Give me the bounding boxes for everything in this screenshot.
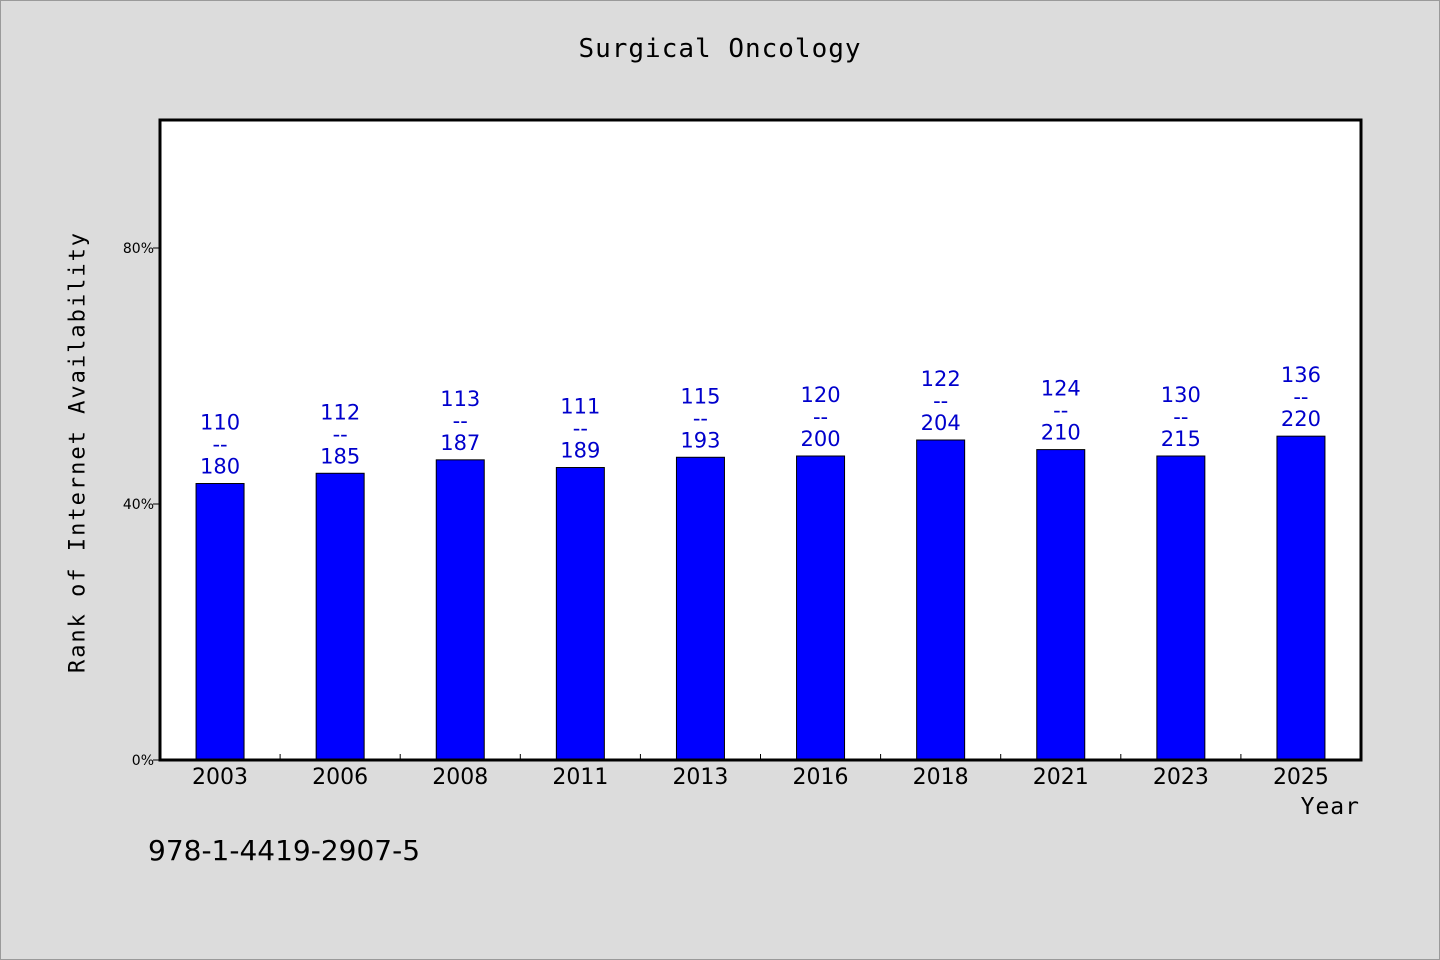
bar-label-rank: 115 <box>680 384 720 408</box>
isbn-code: 978-1-4419-2907-5 <box>148 834 421 867</box>
bar-label-total: 180 <box>200 455 240 479</box>
bar-label-total: 189 <box>560 439 600 463</box>
x-tick-label: 2006 <box>312 765 368 790</box>
x-tick-label: 2008 <box>432 765 488 790</box>
bar-label-total: 215 <box>1161 427 1201 451</box>
bar-label-separator: -- <box>1293 385 1308 409</box>
bar <box>315 472 365 761</box>
bar <box>1036 449 1086 761</box>
bar-label-rank: 112 <box>320 400 360 424</box>
bar-label-separator: -- <box>212 433 227 457</box>
x-tick-label: 2018 <box>913 765 969 790</box>
bar-label-separator: -- <box>1053 399 1068 423</box>
x-tick-label: 2011 <box>552 765 608 790</box>
bar-label-rank: 130 <box>1161 383 1201 407</box>
bar-label-rank: 111 <box>560 395 600 419</box>
bar-label-separator: -- <box>573 417 588 441</box>
bar-label-rank: 122 <box>921 367 961 391</box>
bar-label-total: 204 <box>921 411 961 435</box>
bar <box>916 439 966 761</box>
x-tick-label: 2003 <box>192 765 248 790</box>
bar-label-total: 187 <box>440 431 480 455</box>
x-tick-label: 2025 <box>1273 765 1329 790</box>
bar <box>435 459 485 761</box>
chart-title: Surgical Oncology <box>578 34 862 64</box>
bar <box>555 467 605 761</box>
bar <box>675 456 725 761</box>
x-axis-title: Year <box>1300 794 1360 820</box>
bar-label-separator: -- <box>813 405 828 429</box>
bar-label-separator: -- <box>1173 405 1188 429</box>
x-tick-label: 2013 <box>672 765 728 790</box>
bar <box>796 455 846 761</box>
y-tick-label: 40% <box>123 497 154 513</box>
x-tick-label: 2021 <box>1033 765 1089 790</box>
bar-label-rank: 120 <box>801 383 841 407</box>
bar-label-separator: -- <box>333 422 348 446</box>
bar-label-rank: 113 <box>440 387 480 411</box>
bar-label-total: 185 <box>320 444 360 468</box>
bar-label-total: 210 <box>1041 421 1081 445</box>
bar <box>1156 455 1206 761</box>
bar <box>195 483 245 761</box>
x-tick-label: 2016 <box>793 765 849 790</box>
plot-border <box>158 118 1363 762</box>
bar-label-separator: -- <box>453 409 468 433</box>
bar-label-rank: 110 <box>200 411 240 435</box>
y-tick-label: 80% <box>123 241 154 257</box>
y-tick-label: 0% <box>132 753 154 769</box>
bar-label-total: 193 <box>680 428 720 452</box>
bar-label-rank: 136 <box>1281 363 1321 387</box>
bar-label-total: 220 <box>1281 407 1321 431</box>
bar-label-separator: -- <box>693 406 708 430</box>
bar-label-total: 200 <box>801 427 841 451</box>
x-tick-label: 2023 <box>1153 765 1209 790</box>
bar <box>1276 435 1326 761</box>
bar-label-separator: -- <box>933 389 948 413</box>
bar-label-rank: 124 <box>1041 377 1081 401</box>
